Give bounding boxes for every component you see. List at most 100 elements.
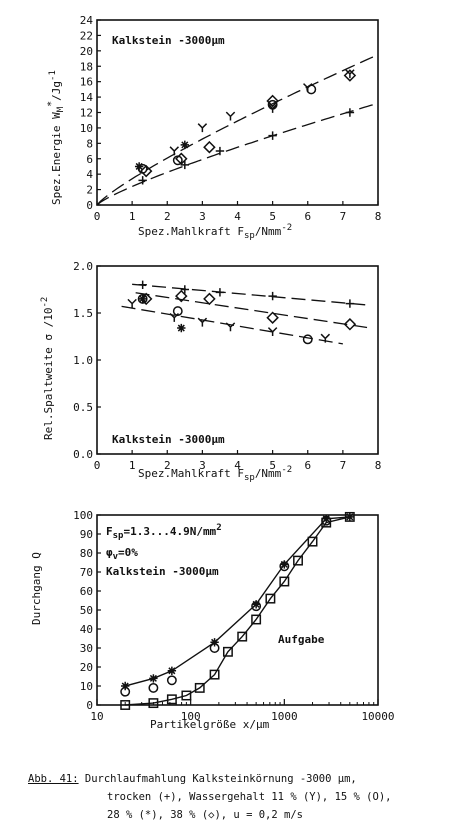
caption-label: Abb. 41: bbox=[28, 773, 79, 785]
caption-line-3: 28 % (*), 38 % (◇), u = 0,2 m/s bbox=[107, 809, 303, 821]
chart1-xtick-label: 4 bbox=[234, 210, 241, 223]
chart1-plot-frame bbox=[96, 19, 379, 206]
chart1-data-point bbox=[306, 84, 317, 95]
chart2-data-point bbox=[320, 333, 331, 343]
chart3-annotation-1-rest: =1.3...4.9N/mm bbox=[123, 525, 216, 538]
chart1-data-point bbox=[139, 164, 153, 178]
chart2-data-point bbox=[267, 327, 278, 336]
chart2-ytick-label: 0.5 bbox=[73, 401, 93, 414]
chart2-xtick-label: 6 bbox=[304, 459, 311, 472]
chart1-xtick-label: 3 bbox=[199, 210, 206, 223]
chart3-annotation-2-rest: =0% bbox=[118, 546, 138, 559]
chart3-annotation-1-main: F bbox=[106, 525, 113, 538]
chart2-ytick-label: 1.0 bbox=[73, 354, 93, 367]
chart1-data-point bbox=[180, 140, 190, 150]
chart3-ytick-label: 100 bbox=[73, 509, 93, 522]
chart1-data-point bbox=[345, 108, 355, 117]
chart3-data-point bbox=[251, 600, 261, 609]
chart1-data-point bbox=[169, 146, 180, 156]
chart2-data-point bbox=[343, 318, 357, 331]
chart1-data-point bbox=[138, 176, 147, 185]
chart1-xtick-label: 7 bbox=[340, 210, 347, 223]
chart1-ylabel-unit: /Jg bbox=[50, 81, 63, 101]
chart2-ytick-label: 1.5 bbox=[73, 307, 93, 320]
chart1-ytick-label: 6 bbox=[86, 153, 93, 166]
chart2-data-point bbox=[215, 288, 225, 297]
chart1-data-point bbox=[266, 94, 279, 108]
chart1-xtick-label: 0 bbox=[94, 210, 101, 223]
chart3-data-point bbox=[166, 675, 177, 686]
chart2-data-point bbox=[177, 323, 186, 333]
chart1-ytick-label: 4 bbox=[86, 168, 93, 181]
chart2-ytick-label: 2.0 bbox=[73, 260, 93, 273]
chart1-xtick-label: 6 bbox=[304, 210, 311, 223]
chart3-ytick-label: 70 bbox=[80, 566, 93, 579]
chart1-ylabel-sub: M bbox=[56, 106, 66, 112]
chart3-data-point bbox=[148, 698, 159, 709]
chart3-data-point bbox=[167, 666, 177, 675]
chart3-ytick-label: 10 bbox=[80, 680, 93, 693]
chart2-ytick-label: 0.0 bbox=[73, 448, 93, 461]
chart3-data-point bbox=[194, 682, 205, 693]
chart2-data-point bbox=[302, 334, 313, 345]
chart1-ytick-label: 18 bbox=[80, 60, 93, 73]
chart1-data-point bbox=[175, 152, 188, 166]
chart3-ytick-label: 30 bbox=[80, 642, 93, 655]
chart3-ytick-label: 50 bbox=[80, 604, 93, 617]
chart3-data-point bbox=[120, 681, 130, 691]
chart2-data-point bbox=[127, 298, 137, 308]
chart3-annotation-3: Kalkstein -3000µm bbox=[106, 565, 219, 578]
chart3-ytick-label: 80 bbox=[80, 547, 93, 560]
chart2-xtick-label: 2 bbox=[164, 459, 171, 472]
chart2-data-point bbox=[138, 280, 147, 289]
chart2-xtick-label: 8 bbox=[375, 459, 382, 472]
chart3-ytick-label: 0 bbox=[86, 699, 93, 712]
chart2-annotation: Kalkstein -3000µm bbox=[112, 433, 225, 446]
chart1-xlabel-main: Spez.Mahlkraft F bbox=[138, 225, 244, 238]
chart3-xtick-label: 10 bbox=[90, 710, 103, 723]
chart1-data-point bbox=[197, 123, 208, 133]
chart2-data-point bbox=[180, 285, 190, 294]
chart2-ylabel-main: Rel.Spaltweite σ /10 bbox=[42, 308, 55, 440]
chart1-data-point bbox=[345, 69, 355, 79]
chart3-annotation-2-main: φ bbox=[106, 546, 113, 559]
chart3-annotation-2: φv=0% bbox=[106, 546, 138, 562]
chart2-xtick-label: 3 bbox=[199, 459, 206, 472]
chart2-data-point bbox=[139, 292, 153, 306]
chart3-curve bbox=[125, 516, 350, 687]
chart1-ytick-label: 20 bbox=[80, 45, 93, 58]
chart1-annotation: Kalkstein -3000µm bbox=[112, 34, 225, 47]
chart3-data-point bbox=[280, 560, 289, 569]
chart2-xlabel-unit: /Nmm bbox=[255, 467, 282, 480]
caption-line-2: trocken (+), Wassergehalt 11 % (Y), 15 %… bbox=[107, 791, 392, 803]
chart3-plot-frame bbox=[96, 514, 379, 706]
figure-caption: Abb. 41: Durchlaufmahlung Kalksteinkörnu… bbox=[28, 770, 468, 824]
chart1-ytick-label: 8 bbox=[86, 137, 93, 150]
chart3-data-point bbox=[251, 614, 262, 625]
chart1-xtick-label: 8 bbox=[375, 210, 382, 223]
chart3-xtick-label: 10000 bbox=[361, 710, 394, 723]
chart1-ytick-label: 0 bbox=[86, 199, 93, 212]
chart1-ytick-label: 12 bbox=[80, 107, 93, 120]
chart1-data-point bbox=[215, 146, 225, 156]
chart3-data-point bbox=[181, 690, 192, 701]
chart2-xtick-label: 1 bbox=[129, 459, 136, 472]
chart2-xlabel-sub: sp bbox=[244, 473, 255, 483]
chart2-ylabel-sup: -2 bbox=[40, 297, 50, 308]
chart3-data-point bbox=[237, 631, 248, 642]
chart3-annotation-1: Fsp=1.3...4.9N/mm2 bbox=[106, 523, 222, 541]
chart2-data-point bbox=[268, 291, 277, 301]
chart2-data-point bbox=[345, 299, 355, 308]
chart3-data-point bbox=[222, 646, 233, 657]
chart3-xtick-label: 100 bbox=[181, 710, 201, 723]
chart1-xlabel: Spez.Mahlkraft Fsp/Nmm-2 bbox=[138, 223, 292, 241]
chart3-data-point bbox=[148, 682, 159, 693]
chart3-data-point bbox=[322, 514, 331, 523]
chart1-ytick-label: 24 bbox=[80, 14, 94, 27]
chart3-annotation-1-sup: 2 bbox=[216, 523, 221, 533]
chart1-xtick-label: 2 bbox=[164, 210, 171, 223]
chart3-xlabel: Partikelgröße x/µm bbox=[150, 718, 270, 731]
chart2-data-point bbox=[197, 317, 208, 327]
chart2-xtick-label: 7 bbox=[340, 459, 347, 472]
